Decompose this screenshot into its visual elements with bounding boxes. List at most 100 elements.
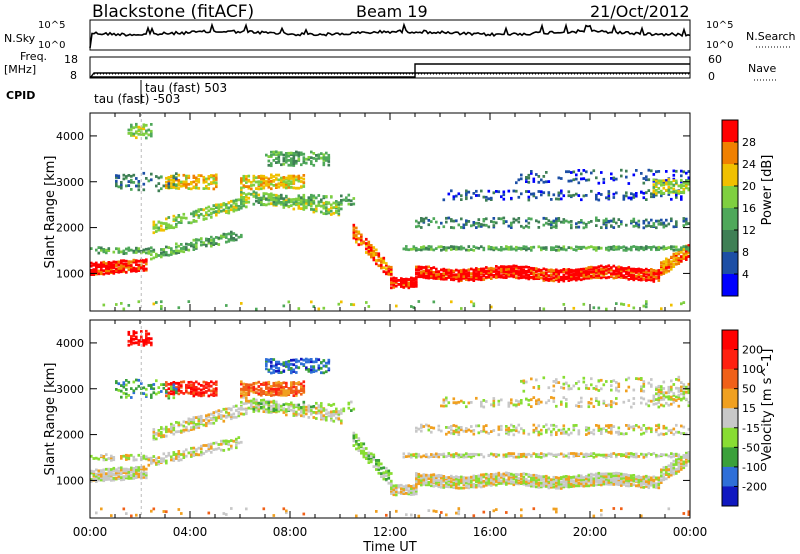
vel-cell [130, 474, 133, 477]
power-cell [660, 194, 663, 198]
power-cell [380, 257, 383, 261]
power-cell [257, 175, 261, 178]
vel-cell [585, 475, 588, 478]
vel-cell [642, 482, 646, 486]
vel-cell [200, 391, 203, 395]
power-cell [570, 268, 573, 272]
vel-cell [340, 421, 343, 425]
power-cell [212, 204, 216, 207]
vel-cell [655, 482, 658, 486]
vel-cell [455, 428, 458, 432]
power-cell [555, 275, 558, 278]
power-cell [607, 270, 611, 274]
vel-cell [297, 403, 301, 407]
vel-cell [615, 479, 618, 483]
vel-cell [515, 403, 518, 407]
power-cell [445, 273, 448, 277]
power-cell [300, 176, 303, 180]
power-cell [620, 220, 623, 223]
vel-cell [460, 426, 463, 429]
station-title: Blackstone (fitACF) [92, 2, 254, 22]
power-cell [187, 243, 191, 246]
vel-cell [330, 404, 333, 407]
vel-cell [505, 471, 508, 475]
power-cell [630, 273, 633, 277]
vel-cell [172, 428, 176, 432]
vel-cell [407, 489, 411, 493]
vel-cell [275, 408, 278, 412]
power-cell [252, 192, 256, 195]
vel-cell [172, 396, 176, 400]
vel-cell [270, 400, 273, 404]
vel-cell [577, 478, 581, 482]
power-cell [130, 131, 133, 135]
vel-cell [682, 454, 686, 457]
power-cell [670, 265, 673, 269]
vel-cell [672, 452, 676, 456]
power-cell [280, 151, 283, 155]
power-cell [270, 173, 273, 177]
power-cell [210, 241, 213, 245]
power-cell [660, 189, 663, 193]
vel-cell [415, 489, 418, 493]
power-cell [130, 248, 133, 252]
vel-cell [515, 426, 518, 430]
vel-cell [510, 480, 513, 484]
power-cell [657, 248, 661, 251]
power-cell [667, 181, 671, 184]
power-cell [317, 155, 321, 159]
power-cell [487, 247, 491, 251]
power-cell [287, 200, 291, 204]
power-cell [337, 212, 341, 216]
power-cell [595, 271, 598, 274]
power-cell [505, 274, 508, 277]
vel-cell [630, 476, 633, 480]
power-cell [420, 226, 423, 229]
vel-cell [362, 447, 366, 451]
vel-cell [667, 468, 671, 471]
power-cell [580, 220, 583, 224]
power-cell [630, 248, 633, 252]
power-cell [515, 248, 518, 252]
power-cell [122, 173, 126, 177]
power-cell [545, 171, 548, 174]
power-cell [195, 178, 198, 182]
power-cell [525, 265, 528, 269]
vel-cell [247, 383, 251, 387]
vel-cell [165, 384, 168, 387]
power-cell [165, 184, 168, 187]
power-cell [590, 220, 593, 223]
power-cell [320, 204, 323, 208]
vel-cell [300, 392, 303, 396]
power-cell [637, 278, 641, 282]
power-cell [292, 202, 296, 205]
vel-cell [465, 427, 468, 430]
power-cell [152, 220, 156, 224]
power-cell [527, 198, 531, 202]
vel-cell [507, 429, 511, 433]
vel-cell [432, 473, 436, 477]
vel-cell [572, 454, 576, 458]
vel-cell [265, 408, 268, 412]
power-cell [315, 204, 318, 208]
vel-cell [607, 476, 611, 480]
vel-cell [610, 424, 613, 427]
power-cell [545, 180, 548, 184]
power-cell [215, 182, 218, 186]
power-cell [232, 237, 236, 240]
power-cell [412, 283, 416, 287]
vel-cell [672, 454, 676, 458]
vel-cell [575, 479, 578, 483]
power-cell [502, 247, 506, 251]
vel-cell [520, 399, 523, 402]
vel-cell [670, 431, 673, 434]
power-cell [500, 217, 503, 221]
power-cell [172, 183, 176, 186]
power-cell [680, 247, 683, 251]
power-cell [215, 213, 218, 217]
power-cell [120, 183, 123, 187]
power-cell [417, 248, 421, 251]
power-cell [232, 201, 236, 205]
vel-cell [660, 468, 663, 472]
vel-cell [387, 473, 391, 477]
